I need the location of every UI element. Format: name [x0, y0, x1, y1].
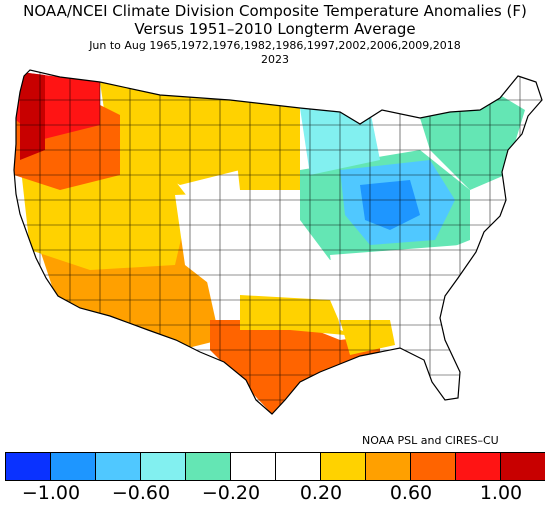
season-years: Jun to Aug 1965,1972,1976,1982,1986,1997… [89, 39, 461, 52]
region-pnw-coast [20, 72, 45, 160]
legend-tick-label: −0.60 [111, 482, 171, 504]
target-year: 2023 [261, 53, 289, 66]
color-legend [5, 452, 545, 481]
legend-tick-label: 1.00 [479, 482, 523, 504]
legend-swatch [455, 452, 501, 481]
legend-swatch [185, 452, 231, 481]
region-southern-plains [240, 295, 345, 335]
legend-swatch [320, 452, 366, 481]
legend-swatch [365, 452, 411, 481]
legend-tick-label: 0.20 [299, 482, 343, 504]
legend-swatch [410, 452, 456, 481]
map-subtitle: Versus 1951–2010 Longterm Average [134, 20, 416, 38]
legend-tick-label: −1.00 [21, 482, 81, 504]
legend-tick-label: 0.60 [389, 482, 433, 504]
region-texas-gulf [210, 320, 380, 414]
region-gulf-coast [340, 320, 395, 355]
us-outline [13, 69, 543, 415]
legend-swatch [50, 452, 96, 481]
region-northeast [420, 95, 525, 190]
region-great-lakes-core [360, 180, 420, 230]
legend-swatch [275, 452, 321, 481]
data-credit: NOAA PSL and CIRES–CU [362, 434, 499, 447]
legend-tick-label: −0.20 [201, 482, 261, 504]
legend-swatch [500, 452, 545, 481]
legend-swatch [230, 452, 276, 481]
region-central-plains [175, 190, 330, 300]
region-northern-plains [230, 100, 300, 190]
us-anomaly-map [13, 69, 543, 415]
map-title: NOAA/NCEI Climate Division Composite Tem… [23, 2, 527, 20]
legend-swatch [140, 452, 186, 481]
legend-swatch [95, 452, 141, 481]
region-rockies-north [100, 82, 240, 185]
legend-swatch [5, 452, 51, 481]
